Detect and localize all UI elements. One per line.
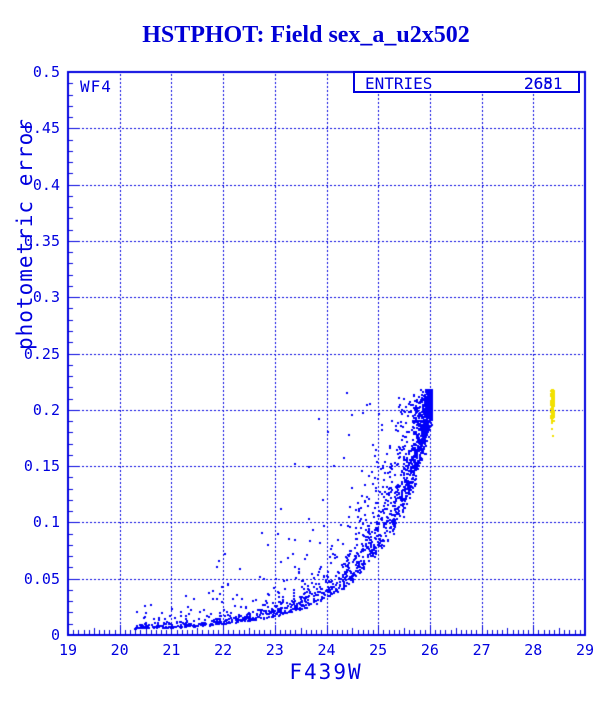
y-tick-label: 0.5 xyxy=(32,63,60,81)
x-tick-label: 26 xyxy=(420,641,439,659)
y-tick-label: 0.1 xyxy=(32,513,60,532)
entries-values: 2651 268 xyxy=(524,74,566,93)
x-tick-label: 21 xyxy=(162,641,181,659)
chip-label: WF4 xyxy=(80,77,112,96)
y-tick-label: 0.05 xyxy=(23,569,60,588)
x-tick-label: 19 xyxy=(58,641,78,659)
y-tick-label: 0.45 xyxy=(23,119,60,138)
y-tick-label: 0.2 xyxy=(32,400,60,419)
entries-stats-box: ENTRIES 2651 268 xyxy=(353,71,580,93)
y-tick-label: 0.35 xyxy=(23,231,60,250)
x-tick-label: 23 xyxy=(265,641,284,659)
entries-label: ENTRIES xyxy=(365,74,433,93)
entries-value-secondary: 268 xyxy=(524,74,553,93)
y-tick-label: 0 xyxy=(50,626,60,644)
y-tick-label: 0.25 xyxy=(23,344,60,363)
y-tick-label: 0.4 xyxy=(32,175,60,194)
x-tick-label: 29 xyxy=(575,641,595,659)
x-tick-label: 25 xyxy=(369,641,388,659)
plot-title: HSTPHOT: Field sex_a_u2x502 xyxy=(142,22,470,48)
x-tick-label: 27 xyxy=(472,641,491,659)
x-tick-label: 20 xyxy=(110,641,129,659)
x-tick-label: 22 xyxy=(214,641,233,659)
entries-value-primary: 2651 xyxy=(524,74,563,93)
y-tick-label: 0.3 xyxy=(32,288,60,307)
x-axis-title: F439W xyxy=(289,660,363,684)
x-tick-label: 28 xyxy=(524,641,543,659)
x-tick-label: 24 xyxy=(317,641,336,659)
y-tick-label: 0.15 xyxy=(23,457,60,476)
